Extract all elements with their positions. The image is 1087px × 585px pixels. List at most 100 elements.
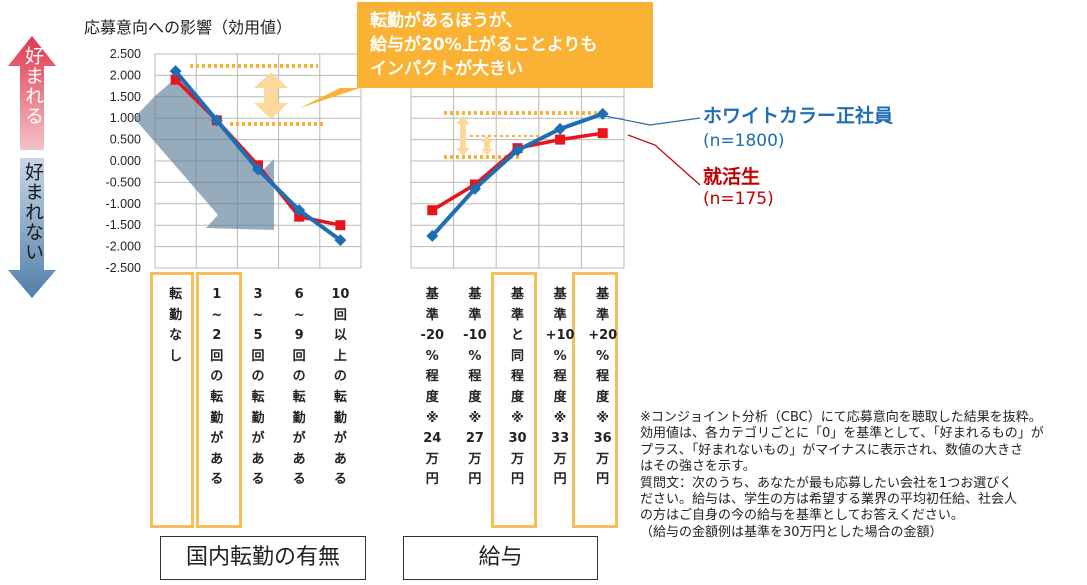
footnote-line: ※コンジョイント分析（CBC）にて応募意向を聴取した結果を抜粋。 <box>640 410 1042 425</box>
category-label-char: 基 <box>553 287 567 302</box>
category-label-char: 30 <box>508 431 527 447</box>
category-label-char: あ <box>251 451 265 467</box>
category-label-char: が <box>251 431 265 447</box>
category-label-transfer-3: 6 ~9 回の転勤がある <box>281 285 317 491</box>
category-label-char: 基 <box>510 287 524 302</box>
category-label-char: 万 <box>553 451 567 467</box>
category-label-char: な <box>169 328 183 344</box>
highlight-box-no-transfer <box>150 272 194 528</box>
category-label-char: ※ <box>596 410 609 426</box>
data-point-white-collar <box>210 114 223 127</box>
category-label-char: あ <box>210 451 224 467</box>
impact-double-arrow-right <box>456 116 470 156</box>
data-point-white-collar <box>511 144 524 157</box>
category-label-char: 回 <box>251 348 265 364</box>
category-label-char: の <box>210 369 224 385</box>
category-label-char: 勤 <box>169 307 183 323</box>
series-layer <box>169 65 609 247</box>
category-label-char: 上 <box>333 348 347 364</box>
category-label-char: 円 <box>553 472 567 488</box>
category-label-char: 程 <box>596 369 610 385</box>
category-label-char: あ <box>333 451 347 467</box>
y-tick-label: 1.500 <box>110 90 141 104</box>
category-label-char: 転 <box>210 389 224 405</box>
category-label-char: 転 <box>251 389 265 405</box>
category-label-char: 程 <box>553 369 567 385</box>
category-label-char: 基 <box>468 287 482 302</box>
data-point-job-seeker <box>170 74 181 85</box>
category-label-char: 転 <box>292 389 306 405</box>
data-point-white-collar <box>426 229 439 242</box>
category-label-char: 9 <box>294 328 304 344</box>
category-label-char: 2 <box>212 328 222 344</box>
category-label-char: ※ <box>425 410 439 426</box>
category-label-char: 準 <box>468 307 482 323</box>
category-label-char: 程 <box>468 369 482 385</box>
category-label-char: あ <box>292 451 306 467</box>
category-label-char: の <box>333 369 347 385</box>
footnote-line: （給与の金額例は基準を30万円とした場合の金額） <box>640 524 943 540</box>
category-label-char: 度 <box>596 389 610 405</box>
legend-connector-white <box>599 114 701 126</box>
category-label-char: 度 <box>468 389 482 405</box>
category-label-salary-3: 基準 +10% 程度 ※ 33 万円 <box>542 285 578 491</box>
footnote-line: の方はご自身の今の給与を基準としてお答えください。 <box>640 508 964 524</box>
category-label-char: 準 <box>596 307 610 323</box>
y-tick-label: -1.500 <box>106 218 141 232</box>
category-label-char: -20 <box>420 328 445 344</box>
data-point-white-collar <box>252 163 264 176</box>
data-point-job-seeker <box>335 220 346 231</box>
category-label-char: 度 <box>510 389 524 405</box>
callout-pointer <box>300 88 360 108</box>
category-label-char: と <box>510 328 524 344</box>
category-label-char: ~ <box>293 307 305 323</box>
impact-double-arrow-right-small <box>481 136 493 155</box>
impact-double-arrow-left <box>254 72 288 119</box>
category-label-char: +20 <box>588 328 618 344</box>
y-tick-label: 2.500 <box>110 47 141 61</box>
category-label-transfer-2: 3 ~5 回の転勤がある <box>240 285 276 491</box>
category-label-char: 1 <box>212 287 222 302</box>
category-label-char: 以 <box>333 328 347 344</box>
category-label-char: が <box>333 431 347 447</box>
data-point-white-collar <box>596 107 609 120</box>
category-label-char: 円 <box>596 472 610 488</box>
category-label-char: +10 <box>545 328 575 344</box>
category-label-char: し <box>169 348 183 364</box>
category-label-char: る <box>292 472 306 488</box>
category-label-char: 度 <box>425 389 439 405</box>
callout-text: 転勤があるほうが、 給与が20%上がることよりも インパクトが大きい <box>370 9 597 81</box>
group-label-transfer: 国内転勤の有無 <box>160 536 366 580</box>
category-label-char: 勤 <box>333 410 347 426</box>
footnote-line: 質問文：次のうち、あなたが最も応募したい会社を1つお選びく <box>640 475 1013 491</box>
category-label-char: 準 <box>425 307 439 323</box>
category-label-char: の <box>251 369 265 385</box>
category-label-char: る <box>210 472 224 488</box>
y-axis-ticks: 2.500 2.000 1.500 1.000 0.500 0.000 -0.500 -1.0… <box>106 47 142 275</box>
data-point-job-seeker <box>597 128 608 139</box>
footnote-line: はその強さを示す。 <box>640 459 756 475</box>
category-label-char: 転 <box>169 287 183 302</box>
data-point-job-seeker <box>427 205 438 216</box>
category-label-char: 36 <box>593 431 612 447</box>
category-label-char: ※ <box>468 410 482 426</box>
data-point-job-seeker <box>555 134 566 145</box>
data-point-white-collar <box>169 65 182 78</box>
impact-guides <box>190 64 600 159</box>
category-label-transfer-0: 転勤なし <box>158 285 194 367</box>
category-label-char: 円 <box>510 472 524 488</box>
category-label-char: 5 <box>253 328 263 344</box>
highlight-box-1-2-transfers <box>196 272 242 528</box>
category-label-char: 万 <box>468 451 482 467</box>
callout-line: 転勤があるほうが、 <box>370 11 523 31</box>
legend-white-collar-label: ホワイトカラー正社員 <box>703 105 894 127</box>
category-label-char: る <box>251 472 265 488</box>
y-tick-label: -2.000 <box>106 240 141 254</box>
category-label-char: 勤 <box>210 410 224 426</box>
y-tick-label: 0.500 <box>110 133 141 147</box>
category-label-char: 円 <box>425 472 439 488</box>
category-label-char: の <box>292 369 306 385</box>
series-line-white-collar-1 <box>430 112 604 238</box>
category-label-char: 回 <box>292 348 306 364</box>
